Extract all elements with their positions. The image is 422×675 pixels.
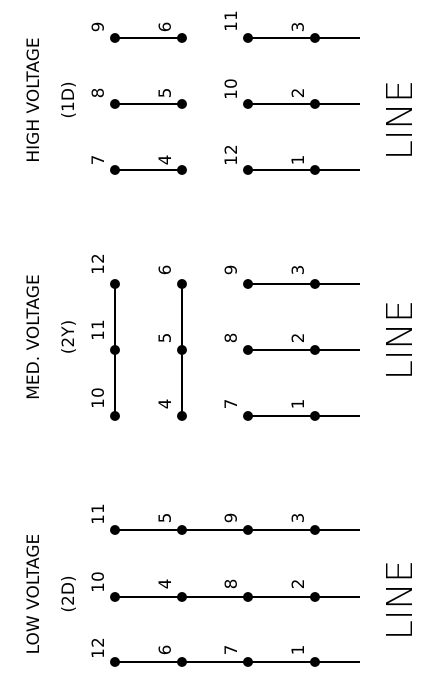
terminal-dot [310, 525, 320, 535]
jumper-bar [110, 33, 187, 43]
terminal-dot [243, 592, 253, 602]
terminal-label: 10 [222, 78, 242, 100]
terminal-label: 5 [156, 513, 176, 524]
terminal-label: 8 [89, 88, 109, 99]
panel-low-voltage: LOW VOLTAGE (2D) 12 6 7 1 10 4 [24, 503, 421, 667]
terminal-dot [177, 345, 187, 355]
terminal-label: 2 [289, 579, 309, 590]
terminal-dot [243, 279, 253, 289]
terminal-label: 2 [289, 88, 309, 99]
terminal-dot [310, 165, 320, 175]
terminal-dot [243, 411, 253, 421]
terminal-dot [110, 657, 120, 667]
line-connection [243, 165, 360, 175]
terminal-dot [177, 33, 187, 43]
line-label: LINE [380, 80, 421, 160]
terminal-dot [110, 279, 120, 289]
terminal-dot [243, 99, 253, 109]
line-connection [243, 345, 360, 355]
terminal-label: 4 [156, 399, 176, 410]
terminal-dot [110, 411, 120, 421]
terminal-label: 6 [156, 22, 176, 33]
terminal-dot [310, 657, 320, 667]
terminal-label: 1 [289, 645, 309, 656]
terminal-label: 9 [89, 22, 109, 33]
terminal-dot [177, 525, 187, 535]
line-connection [110, 592, 360, 602]
terminal-label: 4 [156, 155, 176, 166]
line-label: LINE [380, 560, 421, 640]
terminal-dot [310, 345, 320, 355]
terminal-dot [243, 657, 253, 667]
terminal-label: 1 [289, 155, 309, 166]
line-connection [243, 99, 360, 109]
terminal-label: 11 [89, 319, 109, 341]
terminal-label: 3 [289, 513, 309, 524]
terminal-dot [110, 165, 120, 175]
jumper-bar [110, 279, 120, 421]
panel-subtitle: (2D) [59, 575, 79, 612]
terminal-label: 11 [222, 10, 242, 32]
terminal-dot [177, 411, 187, 421]
terminal-label: 12 [89, 253, 109, 275]
terminal-dot [177, 165, 187, 175]
terminal-label: 8 [222, 333, 242, 344]
terminal-label: 7 [222, 399, 242, 410]
panel-med-voltage: MED. VOLTAGE (2Y) 10 11 12 4 5 6 [24, 253, 421, 421]
terminal-dot [110, 33, 120, 43]
terminal-label: 11 [89, 503, 109, 525]
line-connection [110, 657, 360, 667]
jumper-bar [110, 99, 187, 109]
terminal-label: 4 [156, 579, 176, 590]
line-connection [243, 279, 360, 289]
terminal-label: 8 [222, 579, 242, 590]
terminal-label: 7 [89, 155, 109, 166]
panel-title: LOW VOLTAGE [24, 534, 44, 655]
terminal-dot [177, 657, 187, 667]
line-connection [110, 525, 360, 535]
terminal-dot [243, 165, 253, 175]
terminal-label: 5 [156, 88, 176, 99]
terminal-dot [310, 592, 320, 602]
terminal-dot [110, 525, 120, 535]
terminal-label: 6 [156, 645, 176, 656]
terminal-label: 5 [156, 333, 176, 344]
terminal-label: 10 [89, 387, 109, 409]
terminal-label: 2 [289, 333, 309, 344]
terminal-dot [110, 592, 120, 602]
terminal-dot [310, 99, 320, 109]
terminal-label: 9 [222, 265, 242, 276]
jumper-bar [177, 279, 187, 421]
terminal-dot [177, 279, 187, 289]
terminal-dot [310, 279, 320, 289]
panel-subtitle: (2Y) [59, 320, 79, 354]
terminal-label: 9 [222, 513, 242, 524]
terminal-dot [310, 411, 320, 421]
terminal-label: 12 [222, 144, 242, 166]
jumper-bar [110, 165, 187, 175]
panel-subtitle: (1D) [59, 81, 79, 118]
terminal-label: 3 [289, 265, 309, 276]
terminal-dot [310, 33, 320, 43]
terminal-dot [110, 99, 120, 109]
terminal-label: 12 [89, 637, 109, 659]
line-connection [243, 411, 360, 421]
terminal-dot [243, 345, 253, 355]
terminal-dot [110, 345, 120, 355]
terminal-dot [243, 525, 253, 535]
terminal-label: 6 [156, 265, 176, 276]
terminal-label: 1 [289, 399, 309, 410]
terminal-dot [177, 99, 187, 109]
terminal-label: 10 [89, 571, 109, 593]
terminal-label: 3 [289, 22, 309, 33]
terminal-dot [177, 592, 187, 602]
terminal-label: 7 [222, 645, 242, 656]
panel-title: MED. VOLTAGE [24, 274, 44, 399]
terminal-dot [243, 33, 253, 43]
panel-title: HIGH VOLTAGE [24, 37, 44, 162]
line-label: LINE [380, 300, 421, 380]
line-connection [243, 33, 360, 43]
panel-high-voltage: HIGH VOLTAGE (1D) 7 4 8 5 9 6 [24, 10, 421, 175]
